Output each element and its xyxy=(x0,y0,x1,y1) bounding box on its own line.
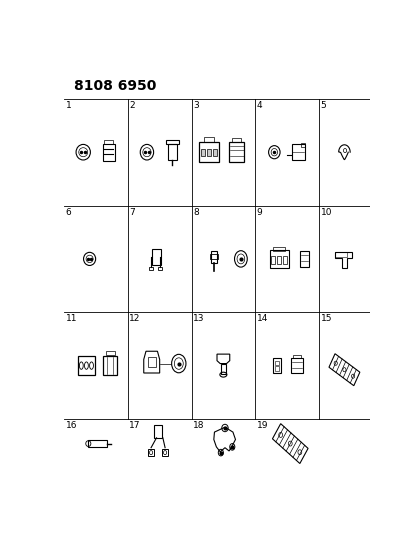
Bar xyxy=(103,356,118,375)
Text: 7: 7 xyxy=(129,207,135,216)
Bar xyxy=(291,144,305,160)
Bar xyxy=(168,144,177,160)
Text: 6: 6 xyxy=(66,207,72,216)
Bar xyxy=(106,351,115,356)
Bar xyxy=(199,142,219,163)
Bar xyxy=(275,366,279,370)
Bar xyxy=(335,252,346,257)
Bar xyxy=(213,149,217,156)
Text: 16: 16 xyxy=(66,421,77,430)
Text: 17: 17 xyxy=(129,421,141,430)
Text: 3: 3 xyxy=(193,101,199,110)
Bar xyxy=(158,267,162,270)
Text: 14: 14 xyxy=(257,314,268,324)
Bar xyxy=(148,449,154,456)
Bar xyxy=(88,440,107,447)
Text: 12: 12 xyxy=(129,314,141,324)
Text: 15: 15 xyxy=(321,314,332,324)
Bar xyxy=(293,355,301,358)
Text: 8: 8 xyxy=(193,207,199,216)
Text: 1: 1 xyxy=(66,101,72,110)
Bar xyxy=(210,254,218,260)
Text: 11: 11 xyxy=(66,314,77,324)
Bar xyxy=(221,364,226,374)
Text: 19: 19 xyxy=(257,421,268,430)
Bar xyxy=(104,140,113,143)
Text: 13: 13 xyxy=(193,314,205,324)
Bar xyxy=(204,138,214,142)
Bar xyxy=(270,251,289,268)
Bar xyxy=(154,425,162,438)
Bar xyxy=(103,143,115,161)
Bar xyxy=(207,149,211,156)
Bar xyxy=(273,247,286,251)
Bar xyxy=(162,449,168,456)
Text: 18: 18 xyxy=(193,421,205,430)
Text: 2: 2 xyxy=(129,101,135,110)
Bar xyxy=(148,357,156,367)
Text: 10: 10 xyxy=(321,207,332,216)
Text: 8108 6950: 8108 6950 xyxy=(74,79,156,93)
Bar xyxy=(149,267,152,270)
Bar xyxy=(300,251,309,266)
Bar xyxy=(277,256,281,264)
Bar xyxy=(78,356,95,375)
Text: 5: 5 xyxy=(321,101,326,110)
Text: 9: 9 xyxy=(257,207,263,216)
Bar xyxy=(201,149,205,156)
Bar xyxy=(291,358,303,374)
Bar xyxy=(211,251,217,263)
Text: 4: 4 xyxy=(257,101,263,110)
Bar xyxy=(301,143,305,147)
Bar xyxy=(152,249,161,265)
Bar xyxy=(232,138,241,142)
Bar xyxy=(273,358,281,373)
Bar xyxy=(166,140,179,144)
Bar xyxy=(272,256,275,264)
Bar xyxy=(229,142,245,163)
Bar xyxy=(275,361,279,365)
Bar xyxy=(283,256,287,264)
